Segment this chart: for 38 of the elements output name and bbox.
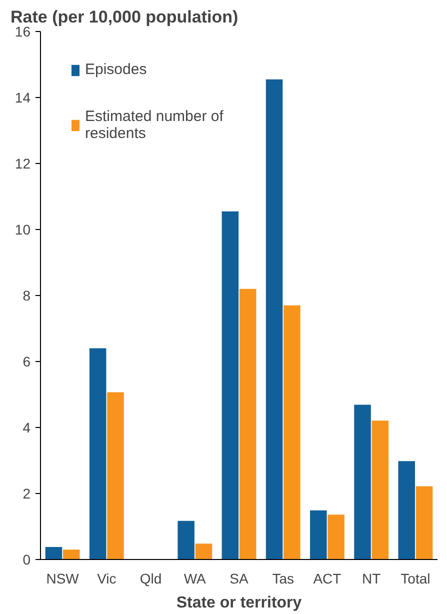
bar xyxy=(222,211,239,560)
x-tick-label: ACT xyxy=(313,570,342,586)
bar xyxy=(195,544,212,560)
y-tick-label: 12 xyxy=(14,156,31,172)
x-tick-label: Total xyxy=(400,570,430,586)
x-tick-label: Vic xyxy=(97,570,116,586)
bar xyxy=(178,520,194,560)
bar xyxy=(89,348,106,560)
legend-label: Episodes xyxy=(85,61,147,78)
x-tick-label: NSW xyxy=(46,570,80,586)
bar xyxy=(239,288,256,560)
y-tick-label: 16 xyxy=(14,24,31,40)
bar xyxy=(398,461,416,560)
bar xyxy=(284,305,300,560)
x-tick-label: Qld xyxy=(140,570,162,586)
x-tick-label: Tas xyxy=(272,570,294,586)
y-tick-label: 4 xyxy=(22,420,31,436)
x-axis-title: State or territory xyxy=(176,594,302,612)
y-tick-label: 8 xyxy=(22,288,31,304)
bar xyxy=(45,546,62,560)
chart-title: Rate (per 10,000 population) xyxy=(10,8,238,26)
bar xyxy=(107,392,124,560)
x-tick-label: WA xyxy=(184,570,207,586)
y-tick-label: 14 xyxy=(14,90,31,106)
y-tick-label: 6 xyxy=(22,354,31,370)
y-tick-label: 10 xyxy=(14,222,31,238)
bar xyxy=(310,510,327,560)
bar xyxy=(328,514,344,560)
bar xyxy=(416,486,433,560)
y-tick-label: 0 xyxy=(22,552,31,568)
y-tick-label: 2 xyxy=(22,486,31,502)
legend-label: Estimated number of residents xyxy=(85,108,224,142)
x-tick-label: NT xyxy=(362,570,382,586)
bar xyxy=(62,550,80,560)
bar xyxy=(354,404,371,560)
bar xyxy=(266,79,283,560)
x-tick-label: SA xyxy=(230,570,249,586)
bar xyxy=(372,420,389,560)
